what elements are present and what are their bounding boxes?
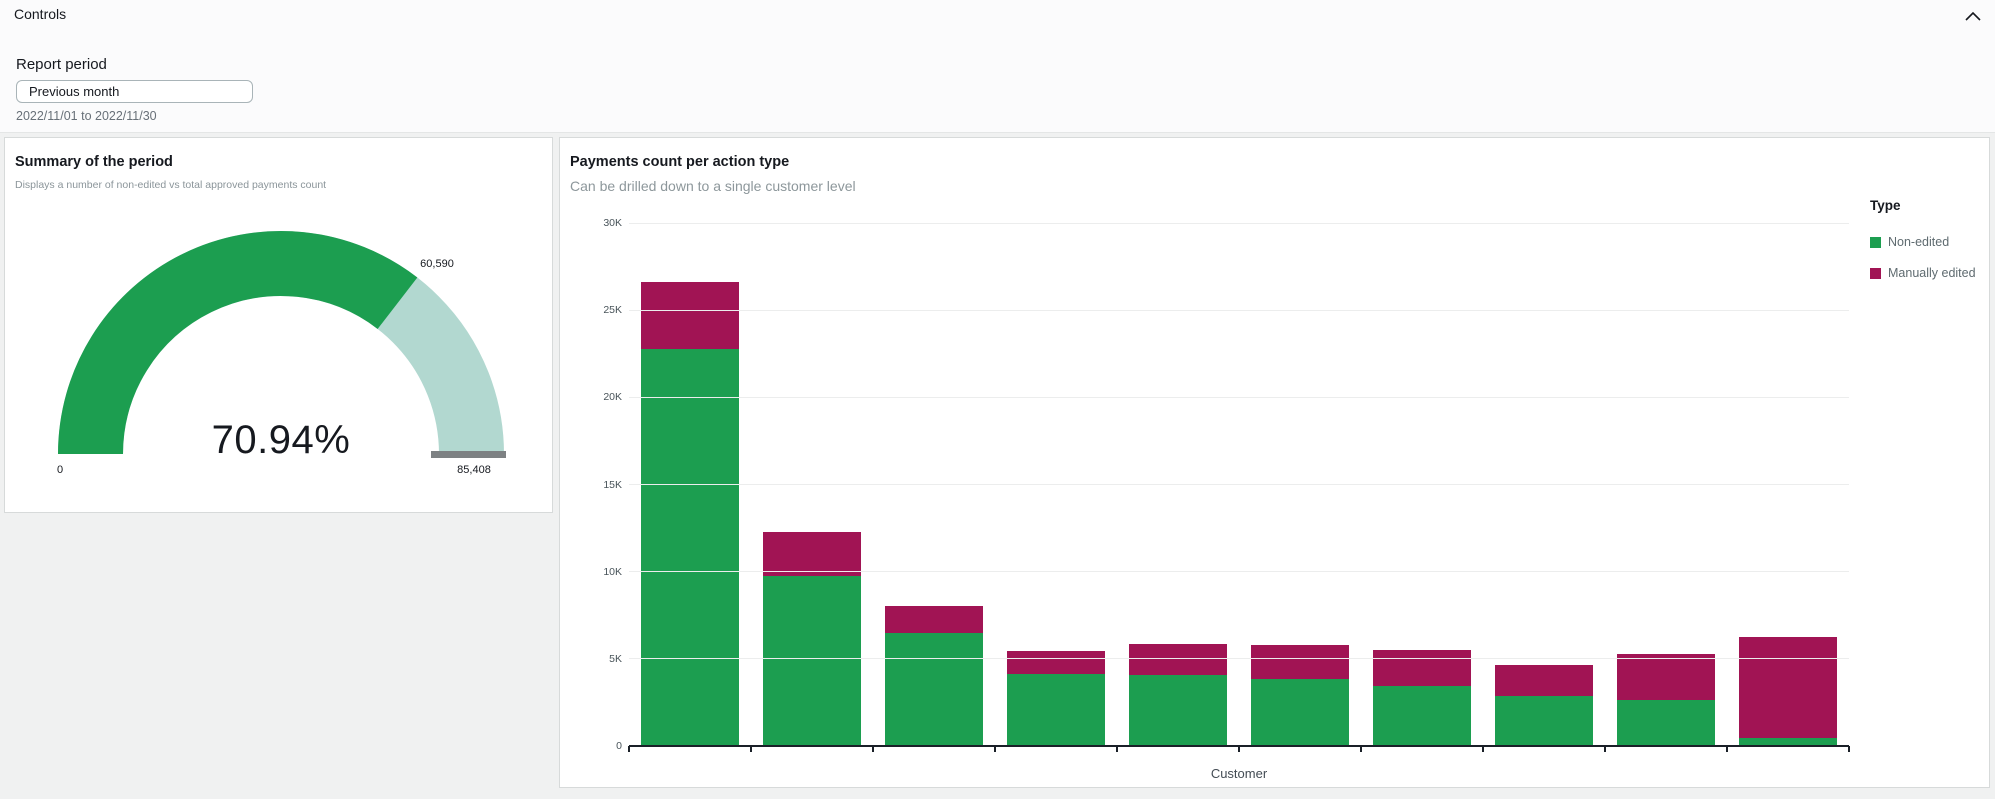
controls-section-title: Controls — [14, 6, 67, 22]
y-tick-label: 20K — [603, 391, 622, 404]
bar-segment-manually-edited[interactable] — [1617, 653, 1715, 700]
x-tick-mark — [1116, 746, 1118, 752]
bar-segment-non-edited[interactable] — [1251, 679, 1349, 746]
x-tick-mark — [1482, 746, 1484, 752]
bar-plot-area — [628, 222, 1850, 752]
gauge-min-label: 0 — [56, 464, 64, 476]
gridline — [629, 571, 1849, 573]
x-tick-mark — [750, 746, 752, 752]
y-axis-labels: 30K 25K 20K 15K 10K 5K 0 — [560, 217, 622, 752]
controls-section: Controls Report period Previous month 20… — [0, 0, 1995, 133]
bar-segment-manually-edited[interactable] — [1129, 643, 1227, 676]
chart-legend: Type Non-edited Manually edited — [1870, 198, 1985, 297]
bars-row — [629, 223, 1849, 746]
gridline — [629, 658, 1849, 660]
bar-slot — [1117, 223, 1239, 746]
bar-segment-non-edited[interactable] — [1495, 695, 1593, 746]
legend-item-non-edited[interactable]: Non-edited — [1870, 235, 1985, 249]
y-tick-label: 15K — [603, 478, 622, 491]
bar-segment-non-edited[interactable] — [641, 348, 739, 746]
collapse-controls-button[interactable] — [1962, 6, 1984, 26]
bar-slot — [1239, 223, 1361, 746]
report-period-select[interactable]: Previous month — [16, 80, 253, 103]
x-tick-mark — [872, 746, 874, 752]
x-tick-mark — [1360, 746, 1362, 752]
bar-segment-manually-edited[interactable] — [1495, 665, 1593, 696]
x-tick-mark — [1604, 746, 1606, 752]
bar-slot — [873, 223, 995, 746]
bar-segment-manually-edited[interactable] — [1373, 649, 1471, 687]
gridline — [629, 222, 1849, 224]
bar-slot — [751, 223, 873, 746]
y-tick-label: 30K — [603, 217, 622, 229]
bar-segment-manually-edited[interactable] — [885, 605, 983, 633]
y-tick-label: 25K — [603, 304, 622, 317]
bar-slot — [1727, 223, 1849, 746]
legend-title: Type — [1870, 198, 1901, 213]
gridline — [629, 309, 1849, 311]
gauge-card-title: Summary of the period — [15, 154, 173, 170]
x-tick-mark — [1726, 746, 1728, 752]
gauge-chart — [58, 231, 506, 458]
bar-slot — [1605, 223, 1727, 746]
bar-segment-non-edited[interactable] — [1373, 686, 1471, 746]
chevron-up-icon — [1965, 9, 1981, 24]
bar-slot — [1361, 223, 1483, 746]
bar-segment-non-edited[interactable] — [1007, 673, 1105, 746]
summary-gauge-card: Summary of the period Displays a number … — [4, 137, 553, 513]
y-tick-label: 0 — [616, 740, 622, 752]
gauge-value-label: 60,590 — [420, 258, 454, 270]
bar-segment-manually-edited[interactable] — [1739, 636, 1837, 739]
x-tick-mark — [994, 746, 996, 752]
gauge-card-subtitle: Displays a number of non-edited vs total… — [15, 179, 327, 191]
y-tick-label: 10K — [603, 565, 622, 578]
report-period-label: Report period — [16, 56, 107, 73]
x-tick-mark — [1848, 746, 1850, 752]
bar-segment-non-edited[interactable] — [763, 576, 861, 746]
gauge-value-arc — [58, 231, 418, 455]
legend-item-manually-edited[interactable]: Manually edited — [1870, 266, 1985, 280]
gauge-max-label: 85,408 — [457, 464, 491, 476]
legend-item-label: Non-edited — [1888, 235, 1950, 249]
payments-bar-card: Payments count per action type Can be dr… — [559, 137, 1990, 788]
bar-segment-manually-edited[interactable] — [641, 282, 739, 349]
bar-segment-non-edited[interactable] — [885, 632, 983, 746]
y-tick-label: 5K — [609, 652, 622, 665]
gauge-percent-value: 70.94% — [211, 418, 351, 462]
bar-segment-manually-edited[interactable] — [763, 532, 861, 577]
bar-slot — [629, 223, 751, 746]
x-axis-title: Customer — [1210, 766, 1268, 781]
bar-segment-manually-edited[interactable] — [1007, 651, 1105, 674]
manually-edited-swatch-icon — [1870, 267, 1881, 279]
bar-card-subtitle: Can be drilled down to a single customer… — [570, 178, 856, 194]
report-period-selected-value: Previous month — [29, 84, 120, 99]
bar-segment-non-edited[interactable] — [1739, 738, 1837, 746]
non-edited-swatch-icon — [1870, 236, 1881, 248]
bar-segment-non-edited[interactable] — [1129, 675, 1227, 746]
report-period-date-range: 2022/11/01 to 2022/11/30 — [16, 109, 157, 123]
gauge-target-marker — [431, 451, 506, 458]
bar-card-title: Payments count per action type — [570, 154, 790, 170]
bar-segment-non-edited[interactable] — [1617, 699, 1715, 746]
bar-segment-manually-edited[interactable] — [1251, 645, 1349, 680]
bar-slot — [995, 223, 1117, 746]
x-tick-mark — [628, 746, 630, 752]
bar-slot — [1483, 223, 1605, 746]
report-period-control: Report period Previous month 2022/11/01 … — [16, 56, 253, 123]
x-tick-mark — [1238, 746, 1240, 752]
gridline — [629, 484, 1849, 485]
legend-item-label: Manually edited — [1888, 266, 1976, 280]
gridline — [629, 396, 1849, 398]
